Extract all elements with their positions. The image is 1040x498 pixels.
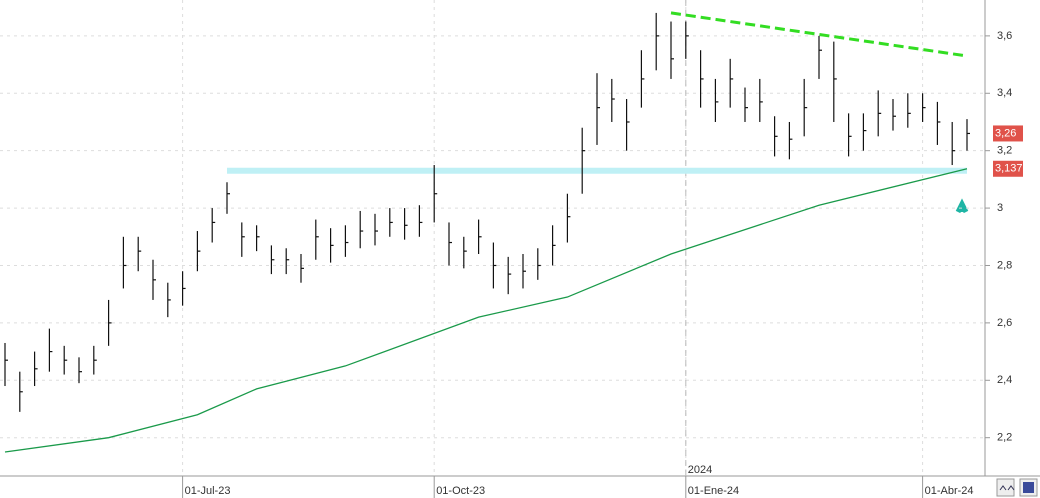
y-tick-label: 2,6 (997, 317, 1012, 329)
average-label-box (993, 160, 1023, 177)
x-tick-label: 01-Abr-24 (925, 485, 974, 497)
y-tick-label: 3 (997, 202, 1003, 214)
arrows-button[interactable] (996, 478, 1015, 497)
x-tick-label: 01-Jul-23 (185, 485, 231, 497)
save-icon (1023, 482, 1034, 493)
resistance-line (670, 11, 968, 58)
arrows-icon (999, 485, 1015, 491)
moving-average-line (4, 168, 968, 453)
price-label: 3,26 (995, 127, 1016, 139)
y-tick-label: 2,4 (997, 374, 1012, 386)
y-tick-label: 2,2 (997, 432, 1012, 444)
price-label-box (993, 125, 1023, 142)
year-label: 2024 (688, 464, 712, 476)
y-tick-label: 3,4 (997, 87, 1012, 99)
y-tick-label: 2,8 (997, 259, 1012, 271)
y-tick-label: 3,2 (997, 145, 1012, 157)
x-tick-label: 01-Oct-23 (436, 485, 485, 497)
y-tick-label: 3,6 (997, 30, 1012, 42)
average-label: 3,137 (995, 163, 1023, 175)
x-tick-label: 01-Ene-24 (688, 485, 739, 497)
